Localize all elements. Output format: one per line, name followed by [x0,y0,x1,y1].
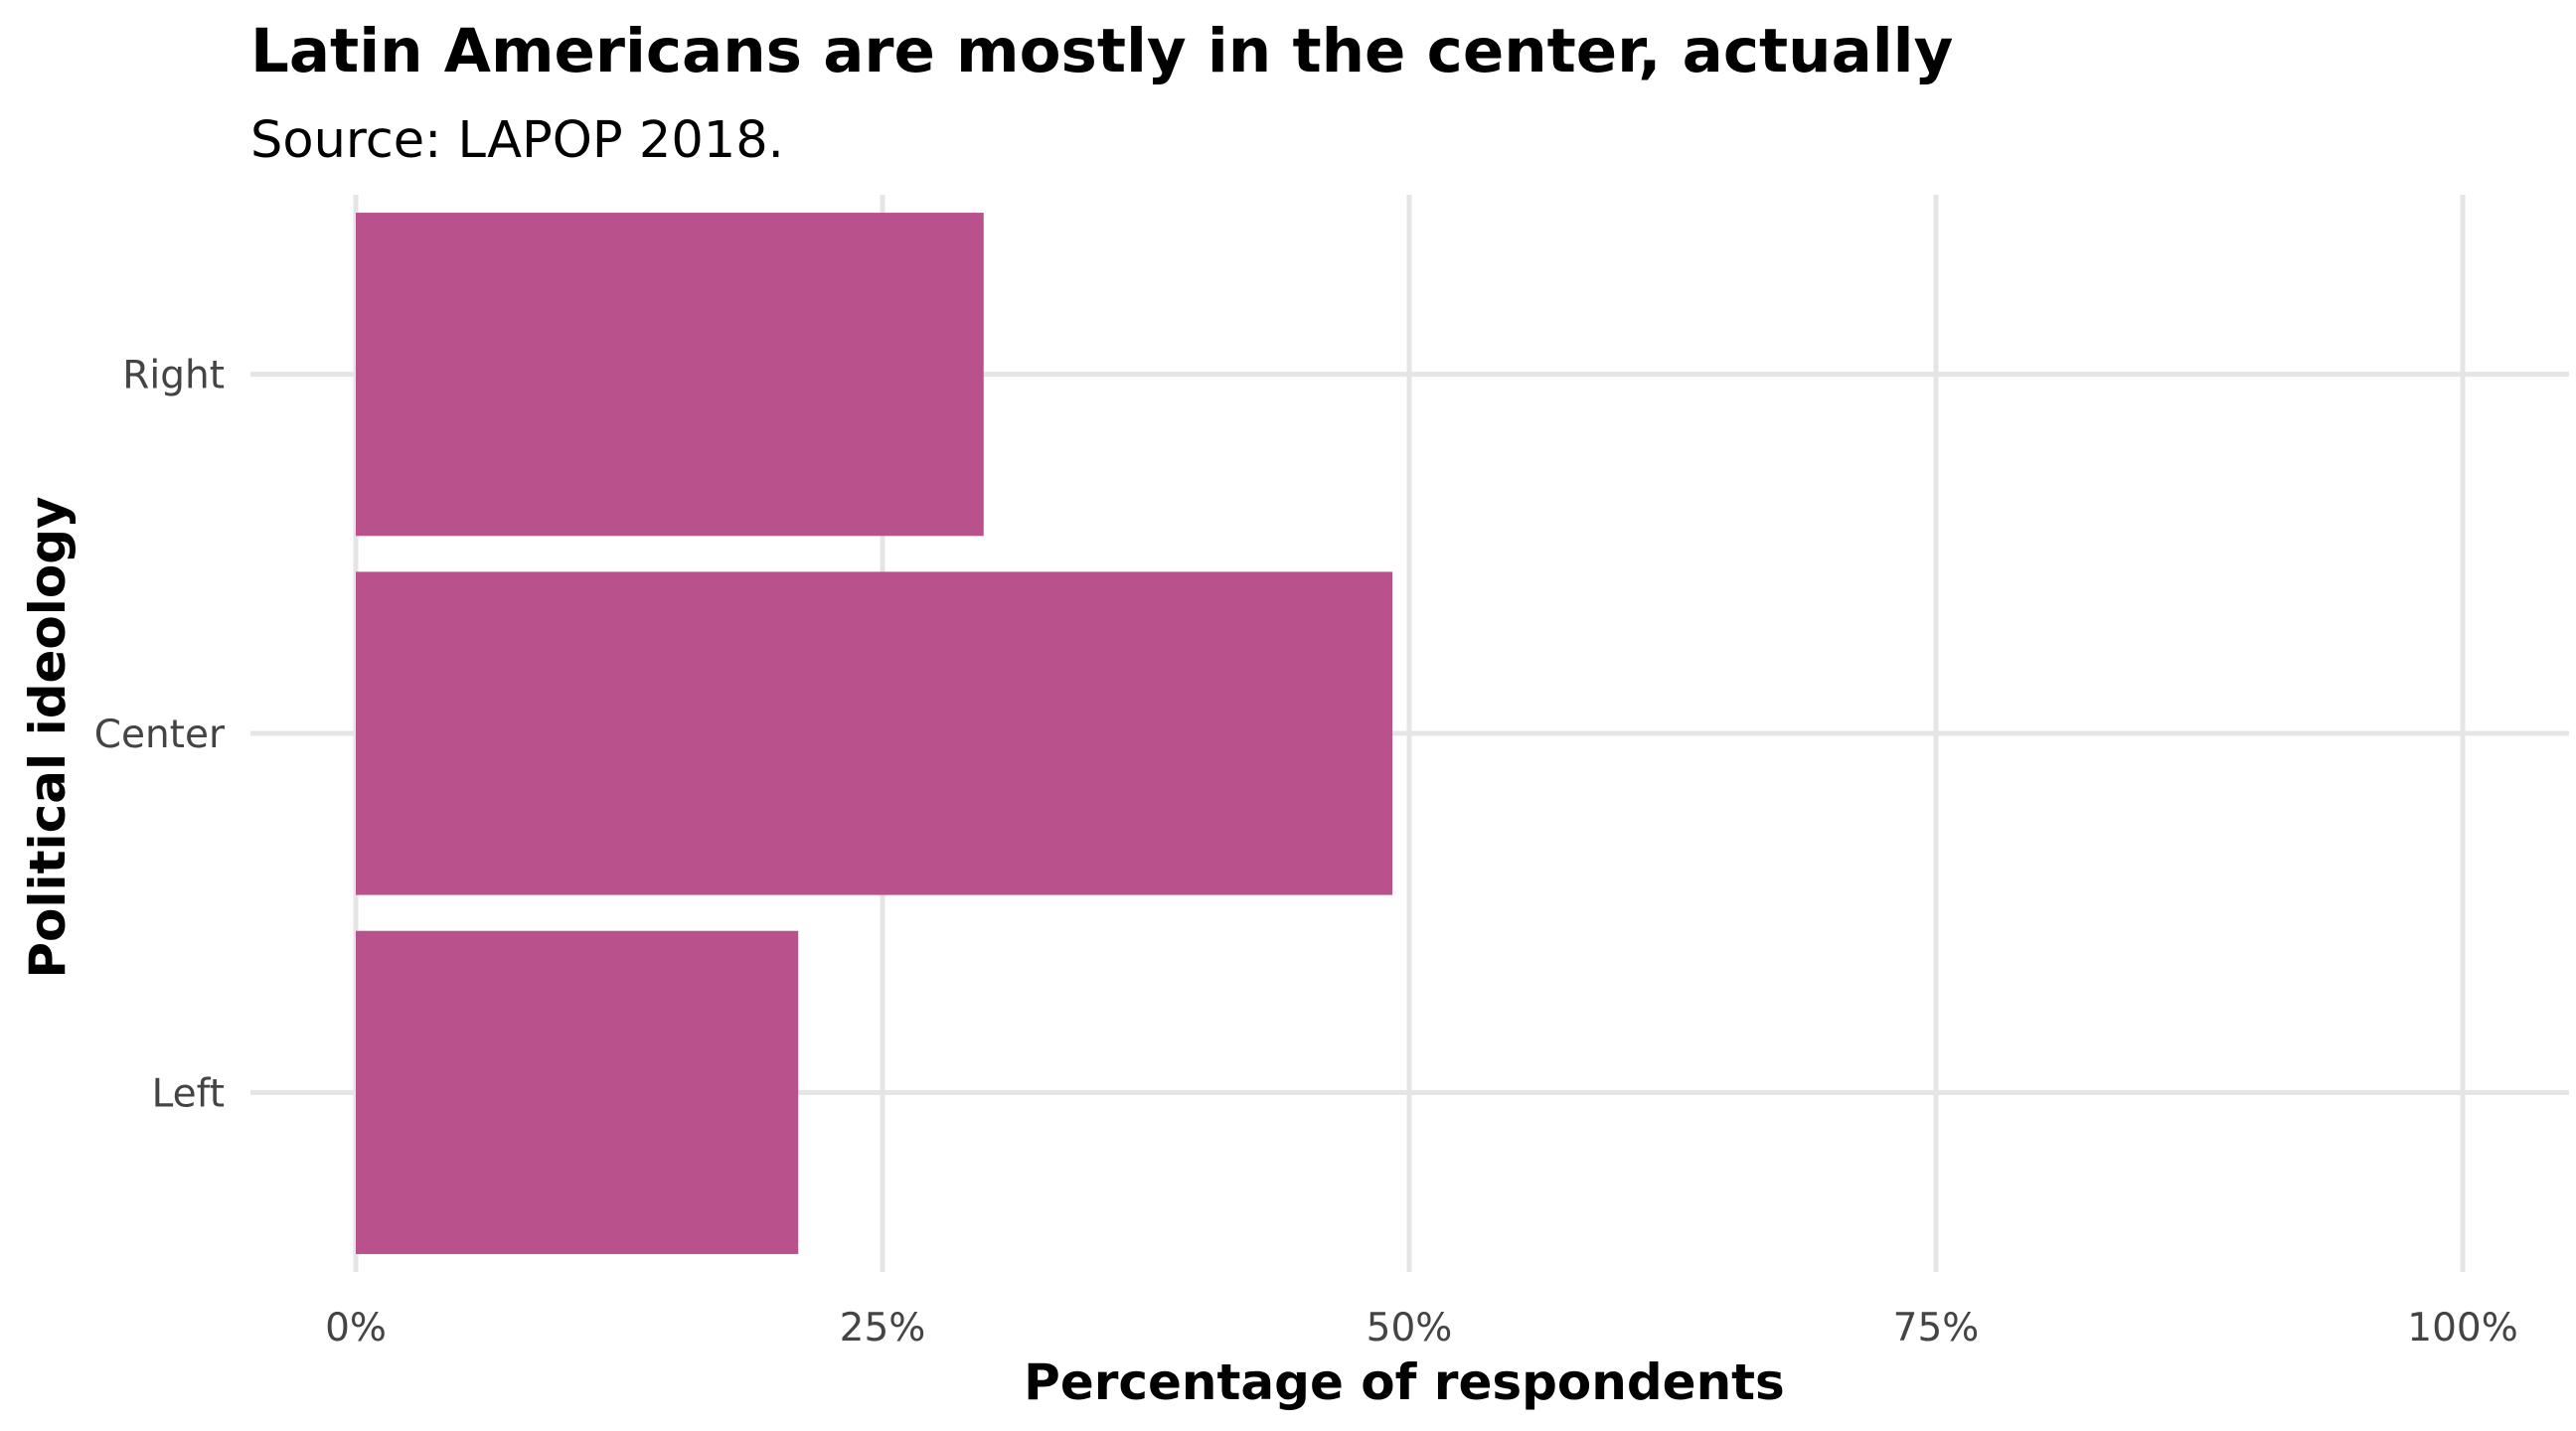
chart-title: Latin Americans are mostly in the center… [250,16,1953,86]
y-axis-title: Political ideology [19,496,77,978]
tick-labels: 0% 25% 50% 75% 100% Left Center Right [94,354,2518,1351]
bar-left [356,930,799,1254]
x-tick-label: 50% [1367,1306,1453,1351]
x-tick-label: 100% [2407,1306,2518,1351]
x-tick-label: 0% [325,1306,387,1351]
bar-center [356,571,1393,895]
chart-subtitle: Source: LAPOP 2018. [250,111,784,170]
bars [356,213,1393,1254]
y-tick-label: Left [152,1071,225,1116]
x-tick-label: 75% [1893,1306,1980,1351]
y-tick-label: Center [94,713,226,757]
y-tick-label: Right [122,354,225,398]
x-tick-label: 25% [840,1306,926,1351]
bar-right [356,213,984,537]
x-axis-title: Percentage of respondents [1024,1353,1785,1411]
